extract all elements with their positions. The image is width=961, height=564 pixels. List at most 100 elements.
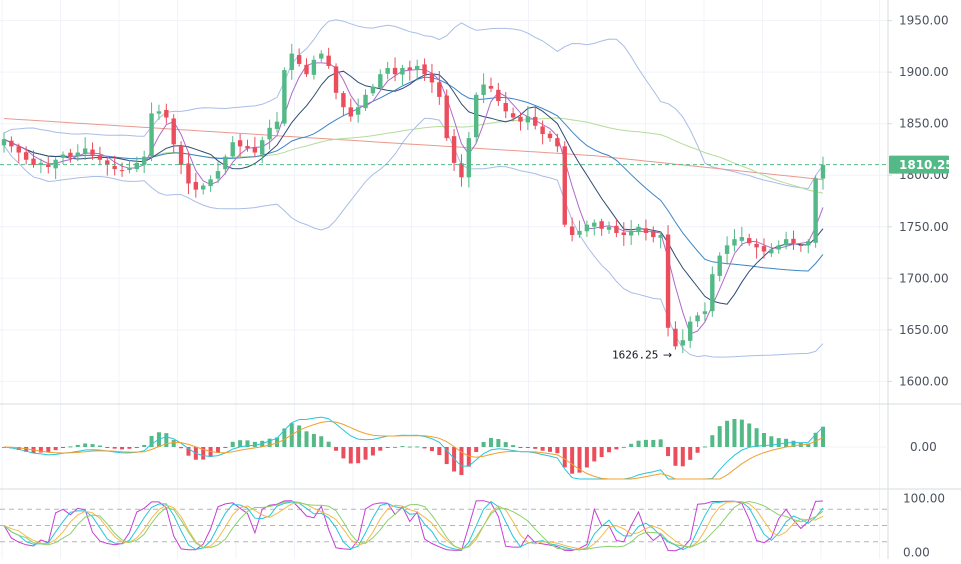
- candle-body[interactable]: [488, 85, 494, 89]
- macd-histogram-bar[interactable]: [171, 440, 176, 447]
- macd-histogram-bar[interactable]: [429, 447, 434, 452]
- macd-histogram-bar[interactable]: [503, 442, 508, 447]
- candle-body[interactable]: [186, 163, 191, 184]
- candle-body[interactable]: [429, 73, 435, 83]
- macd-histogram-bar[interactable]: [614, 447, 619, 450]
- macd-histogram-bar[interactable]: [341, 447, 346, 459]
- candle-body[interactable]: [90, 149, 95, 155]
- candle-body[interactable]: [665, 234, 671, 328]
- candle-body[interactable]: [348, 107, 353, 117]
- macd-histogram-bar[interactable]: [739, 419, 744, 447]
- candle-body[interactable]: [702, 311, 708, 315]
- candle-body[interactable]: [31, 158, 36, 165]
- candle-body[interactable]: [732, 239, 737, 246]
- macd-histogram-bar[interactable]: [444, 447, 449, 465]
- macd-histogram-bar[interactable]: [356, 447, 361, 464]
- candle-body[interactable]: [245, 146, 250, 149]
- candle-body[interactable]: [437, 82, 442, 97]
- macd-histogram-bar[interactable]: [201, 447, 206, 460]
- macd-histogram-bar[interactable]: [422, 447, 427, 449]
- macd-histogram-bar[interactable]: [496, 439, 501, 447]
- macd-histogram-bar[interactable]: [680, 447, 685, 467]
- candle-body[interactable]: [710, 274, 715, 312]
- candle-body[interactable]: [53, 159, 58, 169]
- candle-body[interactable]: [82, 148, 88, 154]
- macd-histogram-bar[interactable]: [555, 447, 560, 454]
- candle-body[interactable]: [304, 64, 309, 75]
- candle-body[interactable]: [747, 238, 752, 244]
- macd-histogram-bar[interactable]: [370, 447, 375, 456]
- macd-histogram-bar[interactable]: [488, 438, 493, 447]
- candle-body[interactable]: [119, 170, 125, 172]
- macd-histogram-bar[interactable]: [348, 447, 353, 464]
- candle-body[interactable]: [282, 70, 287, 124]
- macd-histogram-bar[interactable]: [710, 435, 715, 447]
- macd-histogram-bar[interactable]: [636, 440, 641, 447]
- macd-histogram-bar[interactable]: [651, 439, 656, 447]
- macd-histogram-bar[interactable]: [415, 446, 420, 448]
- macd-histogram-bar[interactable]: [754, 428, 759, 447]
- candle-body[interactable]: [636, 226, 641, 232]
- macd-histogram-bar[interactable]: [688, 447, 693, 460]
- macd-histogram-bar[interactable]: [97, 445, 102, 447]
- candle-body[interactable]: [569, 226, 575, 236]
- candle-body[interactable]: [230, 142, 235, 157]
- macd-histogram-bar[interactable]: [570, 447, 575, 474]
- macd-histogram-bar[interactable]: [149, 436, 154, 447]
- candle-body[interactable]: [658, 235, 663, 238]
- candle-body[interactable]: [141, 156, 147, 165]
- macd-histogram-bar[interactable]: [311, 433, 316, 447]
- candle-body[interactable]: [319, 53, 324, 59]
- candle-body[interactable]: [687, 321, 693, 341]
- candle-body[interactable]: [798, 244, 804, 246]
- macd-histogram-bar[interactable]: [68, 446, 73, 448]
- candle-body[interactable]: [769, 249, 774, 254]
- candle-body[interactable]: [503, 102, 508, 112]
- candle-body[interactable]: [414, 65, 420, 70]
- macd-histogram-bar[interactable]: [695, 447, 700, 453]
- macd-histogram-bar[interactable]: [791, 440, 796, 447]
- candle-body[interactable]: [540, 126, 545, 134]
- macd-histogram-bar[interactable]: [385, 447, 390, 448]
- macd-histogram-bar[interactable]: [90, 444, 95, 447]
- candle-body[interactable]: [289, 53, 294, 70]
- macd-histogram-bar[interactable]: [407, 446, 412, 448]
- macd-histogram-bar[interactable]: [326, 441, 331, 447]
- macd-histogram-bar[interactable]: [252, 441, 257, 447]
- stochastic-panel[interactable]: [0, 500, 888, 552]
- candle-body[interactable]: [1, 139, 7, 146]
- candle-body[interactable]: [260, 140, 265, 155]
- candle-body[interactable]: [474, 94, 479, 138]
- macd-histogram-bar[interactable]: [577, 447, 582, 473]
- candle-body[interactable]: [16, 146, 21, 153]
- candle-body[interactable]: [193, 181, 199, 190]
- candle-body[interactable]: [451, 136, 457, 163]
- price-panel[interactable]: 1626.25 →: [0, 19, 888, 362]
- candle-body[interactable]: [444, 95, 449, 139]
- candle-body[interactable]: [680, 340, 686, 346]
- candle-body[interactable]: [525, 116, 531, 123]
- candle-body[interactable]: [9, 140, 14, 147]
- candle-body[interactable]: [628, 230, 634, 236]
- candle-body[interactable]: [651, 231, 656, 238]
- candle-body[interactable]: [378, 74, 383, 88]
- candle-body[interactable]: [695, 315, 700, 322]
- candle-body[interactable]: [105, 160, 110, 165]
- macd-histogram-bar[interactable]: [297, 425, 302, 447]
- candle-body[interactable]: [201, 185, 206, 190]
- candle-body[interactable]: [75, 152, 80, 157]
- macd-panel[interactable]: [0, 416, 888, 480]
- macd-histogram-bar[interactable]: [481, 442, 486, 447]
- macd-histogram-bar[interactable]: [474, 447, 479, 453]
- macd-histogram-bar[interactable]: [334, 447, 339, 451]
- candle-body[interactable]: [459, 163, 464, 178]
- candle-body[interactable]: [673, 328, 678, 347]
- macd-histogram-bar[interactable]: [592, 447, 597, 462]
- candle-body[interactable]: [274, 121, 280, 129]
- macd-histogram-bar[interactable]: [208, 447, 213, 457]
- macd-histogram-bar[interactable]: [584, 447, 589, 468]
- macd-histogram-bar[interactable]: [437, 447, 442, 456]
- candle-body[interactable]: [606, 226, 612, 230]
- candle-body[interactable]: [46, 164, 51, 167]
- candle-body[interactable]: [333, 66, 339, 93]
